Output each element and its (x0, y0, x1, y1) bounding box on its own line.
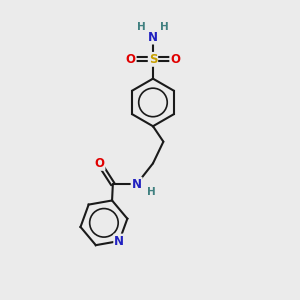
Text: H: H (160, 22, 169, 32)
Text: N: N (132, 178, 142, 191)
Text: N: N (114, 235, 124, 248)
Text: O: O (126, 53, 136, 66)
Text: S: S (149, 53, 157, 66)
Text: H: H (137, 22, 146, 32)
Text: O: O (170, 53, 180, 66)
Text: O: O (94, 157, 104, 170)
Text: N: N (148, 31, 158, 44)
Text: H: H (147, 187, 156, 196)
